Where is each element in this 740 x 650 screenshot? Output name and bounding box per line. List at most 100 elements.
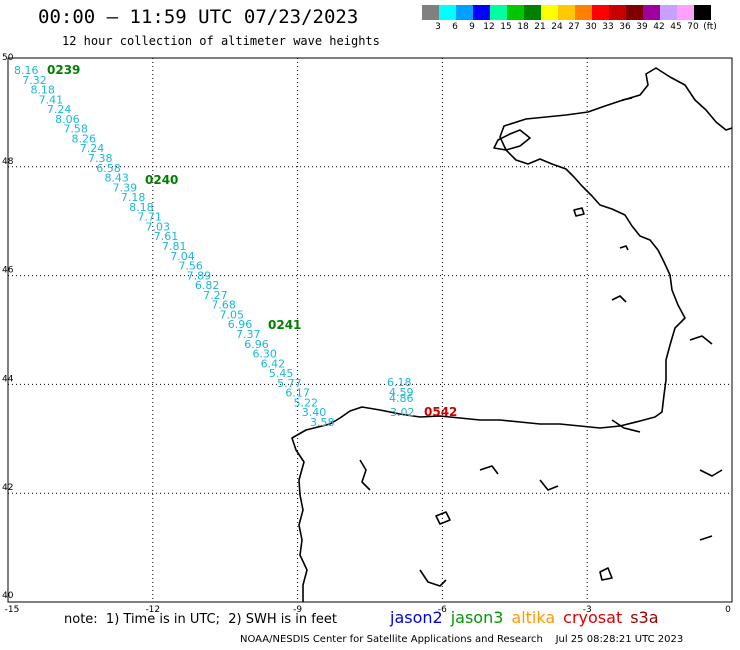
colorbar-swatch [694,5,711,20]
wave-height-label: 8.06 [55,113,80,126]
colorbar-label: 9 [469,22,475,32]
wave-height-label: 7.58 [63,123,87,136]
colorbar-label: 70 [687,22,699,32]
lat-tick-label: 40 [2,591,14,601]
legend-item-jason3: jason3 [450,608,504,627]
wave-height-label: 6.96 [228,318,253,331]
legend-item-s3a: s3a [630,608,659,627]
wave-height-label: 7.05 [220,308,245,321]
colorbar-label: 42 [653,22,665,32]
colorbar-swatch [524,5,541,20]
wave-height-label: 3.02 [390,406,415,419]
wave-height-label: 6.42 [261,357,286,370]
wave-height-label: 5.45 [269,367,294,380]
island-2 [619,245,629,251]
island-3 [435,511,451,525]
colorbar-swatch [439,5,456,20]
wave-height-marks: 8.167.328.187.417.248.067.588.267.247.38… [14,63,457,429]
map-subtitle: 12 hour collection of altimeter wave hei… [62,34,380,48]
lon-tick-label: -15 [5,605,20,615]
colorbar-label: 18 [517,22,529,32]
colorbar-swatch [507,5,524,20]
wave-height-label: 3.40 [302,406,327,419]
island-4 [599,567,613,581]
coastline-brittany [493,129,531,151]
colorbar-label: 45 [670,22,682,32]
wave-height-label: 6.58 [96,162,121,175]
wave-height-label: 7.89 [187,269,212,282]
wave-height-label: 8.18 [129,201,154,214]
wave-height-label: 7.39 [113,181,137,194]
island-1 [573,207,585,217]
wave-height-label: 6.96 [244,338,269,351]
river-4 [611,295,627,303]
colorbar-label: 33 [602,22,614,32]
wave-height-label: 7.32 [22,74,47,87]
legend-item-altika: altika [511,608,556,627]
colorbar-label: 15 [500,22,512,32]
river-1 [359,459,371,491]
map-frame [7,57,733,603]
wave-height-label: 4.59 [389,386,414,399]
colorbar-swatch [422,5,439,20]
wave-height-label: 6.17 [285,387,310,400]
wave-height-label: 7.03 [146,220,171,233]
colorbar-label: 27 [568,22,580,32]
wave-height-label: 7.04 [170,250,195,263]
river-10 [621,97,633,101]
wave-height-label: 7.24 [80,142,105,155]
colorbar-label: 3 [435,22,441,32]
colorbar-swatch [592,5,609,20]
colorbar-swatch [456,5,473,20]
colorbar-swatch [558,5,575,20]
lon-tick-label: -9 [293,605,302,615]
wave-height-label: 7.18 [121,191,146,204]
wave-height-label: 8.26 [72,132,97,145]
river-5 [611,419,641,433]
lat-tick-label: 44 [2,374,14,384]
wave-height-label: 7.61 [154,230,179,243]
track-id-label: 0240 [145,173,178,187]
wave-height-label: 5.22 [294,396,319,409]
lat-tick-label: 42 [2,483,13,493]
colorbar-swatch [643,5,660,20]
colorbar-label: 36 [619,22,631,32]
wave-height-label: 7.68 [211,299,236,312]
wave-height-label: 7.24 [47,103,71,116]
track-id-label: 0239 [47,63,80,77]
wave-height-label: 7.38 [88,152,113,165]
colorbar-swatch [609,5,626,20]
river-2 [479,465,499,475]
map-title: 00:00 – 11:59 UTC 07/23/2023 [38,6,359,28]
colorbar-label: 12 [483,22,495,32]
colorbar-label: 24 [551,22,563,32]
colorbar-swatch [575,5,592,20]
wave-height-label: 6.30 [252,348,277,361]
coastline [291,67,733,602]
wave-height-label: 7.41 [39,93,64,106]
colorbar-swatch [660,5,677,20]
colorbar-swatch [677,5,694,20]
wave-height-label: 6.18 [387,376,412,389]
colorbar-swatch [473,5,490,20]
lat-tick-label: 48 [2,157,14,167]
wave-height-label: 3.58 [310,416,335,429]
colorbar-label: (ft) [703,22,717,32]
colorbar-swatch [490,5,507,20]
wave-height-label: 4.86 [389,392,414,405]
lat-tick-label: 50 [2,53,14,63]
wave-height-label: 7.27 [203,289,228,302]
wave-height-label: 7.81 [162,240,187,253]
credit-line: NOAA/NESDIS Center for Satellite Applica… [240,634,684,645]
wave-height-label: 7.71 [137,211,162,224]
colorbar [422,5,711,20]
wave-height-label: 8.43 [104,172,129,185]
colorbar-label: 21 [534,22,546,32]
coastline-iberia-biscay [291,67,733,602]
river-6 [689,335,713,345]
lon-tick-label: -12 [145,605,160,615]
river-3 [539,479,559,491]
satellite-legend: jason2 jason3 altika cryosat s3a [390,608,667,627]
colorbar-label: 6 [452,22,458,32]
track-id-label: 0241 [268,318,301,332]
